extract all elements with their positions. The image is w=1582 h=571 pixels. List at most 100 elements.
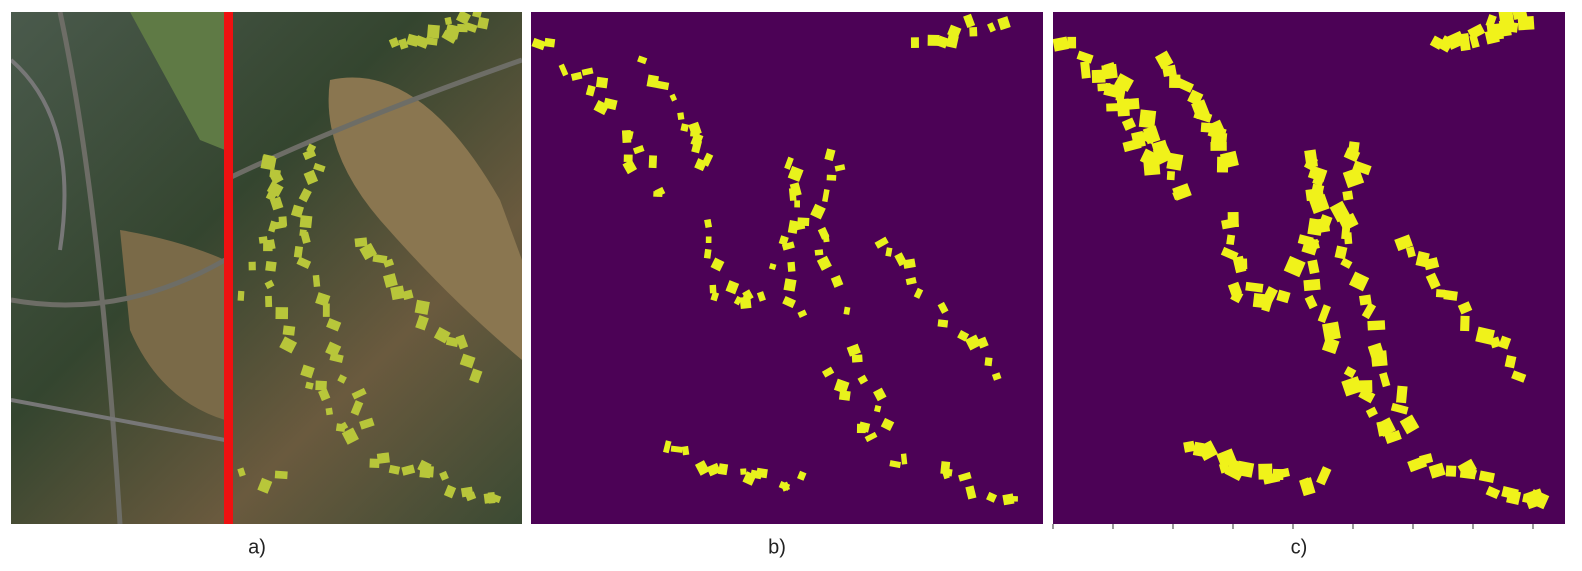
building [282, 325, 296, 336]
building [585, 84, 596, 97]
building [1443, 289, 1458, 301]
building [838, 390, 851, 401]
building [834, 164, 846, 172]
building [1379, 372, 1391, 388]
building [843, 306, 851, 315]
building [902, 258, 916, 269]
building [984, 357, 993, 367]
building [1220, 246, 1239, 261]
building [322, 303, 330, 317]
building [1358, 387, 1376, 404]
building [816, 255, 832, 271]
building [946, 34, 959, 49]
building [350, 400, 364, 416]
building [824, 148, 836, 162]
building [826, 174, 837, 181]
building [1172, 183, 1192, 201]
building [595, 76, 609, 89]
building [725, 280, 740, 295]
building [383, 258, 395, 268]
dry-area [120, 230, 225, 420]
mask-background [531, 12, 1043, 524]
building [1340, 257, 1353, 269]
building [717, 463, 729, 476]
building [265, 295, 273, 308]
building [477, 16, 490, 30]
building [710, 257, 725, 272]
building [1140, 128, 1158, 145]
building [997, 16, 1011, 31]
building [1486, 23, 1504, 41]
building [830, 275, 844, 288]
building [740, 468, 747, 475]
building [677, 112, 685, 121]
building [544, 37, 556, 48]
building [1338, 212, 1359, 232]
building [1245, 281, 1264, 293]
building [329, 352, 344, 363]
building [1314, 217, 1331, 234]
field [130, 12, 225, 150]
building [885, 247, 893, 257]
building [293, 246, 304, 258]
building [905, 277, 917, 286]
building [705, 236, 712, 244]
building [814, 249, 824, 256]
building [312, 274, 321, 287]
building [1125, 98, 1140, 110]
building [1464, 467, 1478, 478]
building [558, 63, 569, 77]
building [778, 235, 789, 246]
building [1154, 50, 1174, 70]
building [1299, 477, 1316, 497]
building [1527, 489, 1550, 510]
road [11, 12, 522, 524]
building [986, 491, 998, 503]
mask-buildings [1053, 12, 1550, 510]
building [1076, 50, 1094, 64]
building [489, 493, 502, 504]
building [1506, 489, 1522, 505]
building [743, 296, 749, 306]
building [821, 366, 835, 378]
building [1115, 84, 1127, 102]
building [788, 187, 797, 201]
building [936, 35, 949, 49]
panel-c-ticks [1052, 524, 1534, 529]
building [369, 458, 380, 468]
building [927, 34, 940, 46]
building [632, 145, 645, 155]
building [302, 148, 317, 161]
building [1435, 289, 1446, 298]
building [1121, 117, 1137, 131]
building [1342, 167, 1365, 189]
building [354, 237, 368, 248]
building [663, 440, 672, 454]
building [1162, 64, 1177, 78]
building [654, 186, 666, 197]
building [703, 248, 712, 259]
building [469, 368, 483, 384]
building [260, 155, 277, 171]
building [315, 380, 327, 391]
building [1226, 234, 1236, 246]
building [874, 405, 882, 413]
building [1193, 109, 1213, 123]
building [444, 16, 453, 25]
split-line [224, 12, 233, 524]
building [669, 93, 678, 102]
building [272, 220, 287, 230]
building [257, 477, 273, 494]
dry-area [328, 77, 522, 360]
building [851, 354, 863, 363]
building [969, 27, 978, 37]
building [1343, 147, 1361, 163]
building [433, 326, 451, 344]
building [1359, 294, 1372, 306]
building [1080, 61, 1091, 79]
building [415, 315, 429, 331]
road [11, 58, 226, 442]
building [1396, 385, 1408, 404]
building [1405, 246, 1416, 258]
building [858, 421, 871, 433]
